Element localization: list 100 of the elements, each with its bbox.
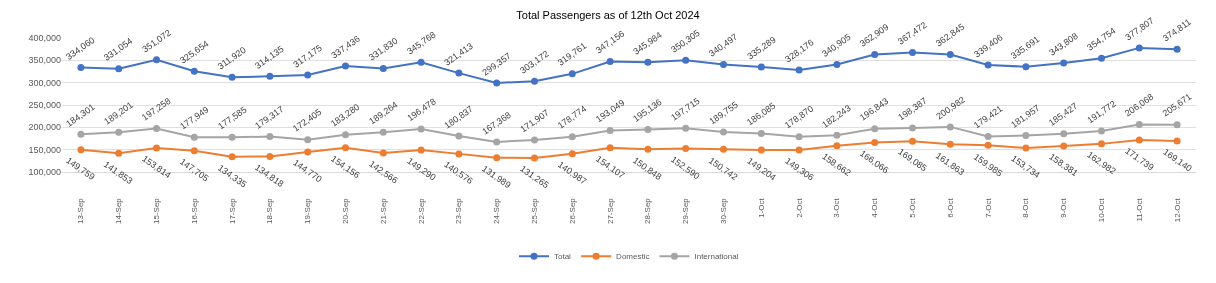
legend-label: Total	[554, 252, 572, 262]
point	[379, 64, 387, 72]
point	[266, 152, 274, 160]
point	[682, 145, 690, 153]
point	[77, 63, 85, 71]
point	[720, 61, 727, 69]
point	[984, 61, 992, 69]
point	[115, 128, 123, 136]
point	[795, 146, 803, 154]
point	[342, 62, 349, 70]
x-tick-label: 30-Sep	[719, 197, 729, 224]
x-tick-label: 23-Sep	[454, 197, 464, 224]
point	[946, 140, 954, 148]
point	[909, 49, 916, 57]
point	[1060, 130, 1068, 138]
x-tick-label: 27-Sep	[605, 197, 615, 224]
y-tick-label: 250,000	[28, 100, 61, 111]
point	[757, 146, 765, 154]
point	[1060, 142, 1068, 150]
point	[1173, 121, 1181, 129]
point	[304, 136, 312, 144]
point	[568, 133, 576, 141]
point	[153, 144, 160, 152]
point	[720, 145, 727, 153]
x-tick-label: 9-Oct	[1059, 197, 1069, 218]
point	[833, 142, 841, 150]
chart-title: Total Passengers as of 12th Oct 2024	[516, 9, 700, 22]
point	[304, 148, 312, 156]
point	[1022, 63, 1030, 71]
x-tick-label: 2-Oct	[794, 197, 804, 218]
x-tick-label: 19-Sep	[303, 197, 313, 224]
point	[568, 150, 576, 158]
point	[190, 133, 198, 141]
y-tick-label: 150,000	[28, 144, 61, 155]
point	[190, 147, 198, 155]
x-tick-label: 15-Sep	[152, 197, 162, 224]
point	[115, 65, 123, 73]
point	[833, 131, 841, 139]
point	[946, 51, 954, 59]
point	[606, 126, 614, 134]
point	[1173, 45, 1181, 53]
point	[266, 133, 274, 141]
x-tick-label: 6-Oct	[945, 197, 955, 218]
point	[568, 70, 576, 78]
point	[1135, 136, 1143, 144]
point	[455, 150, 463, 158]
point	[531, 154, 538, 162]
point	[1022, 144, 1030, 152]
point	[455, 132, 463, 140]
point	[417, 146, 425, 154]
x-tick-label: 17-Sep	[227, 197, 237, 224]
point	[153, 125, 160, 133]
legend-label: International	[694, 252, 739, 262]
point	[342, 131, 349, 139]
point	[871, 125, 879, 133]
point	[871, 51, 879, 59]
x-tick-label: 7-Oct	[983, 197, 993, 218]
x-tick-label: 5-Oct	[908, 197, 918, 218]
x-tick-label: 29-Sep	[681, 197, 691, 224]
x-tick-label: 1-Oct	[756, 197, 766, 218]
point	[644, 58, 652, 66]
point	[304, 71, 312, 79]
point	[1173, 137, 1181, 145]
point	[190, 67, 198, 75]
point	[909, 124, 916, 132]
y-tick-label: 300,000	[28, 77, 61, 88]
point	[984, 133, 992, 141]
point	[946, 123, 954, 131]
point	[871, 138, 879, 146]
point	[1098, 127, 1105, 135]
point	[266, 72, 274, 80]
point	[682, 124, 690, 132]
point	[644, 126, 652, 134]
x-tick-label: 22-Sep	[416, 197, 426, 224]
point	[531, 77, 538, 85]
x-tick-label: 10-Oct	[1097, 197, 1107, 223]
point	[795, 133, 803, 141]
point	[795, 66, 803, 74]
x-tick-label: 28-Sep	[643, 197, 653, 224]
x-tick-label: 4-Oct	[870, 197, 880, 218]
point	[379, 149, 387, 157]
point	[228, 133, 236, 141]
point	[493, 138, 501, 146]
point	[379, 128, 387, 136]
x-tick-label: 21-Sep	[378, 197, 388, 224]
point	[115, 149, 123, 157]
point	[606, 144, 614, 152]
x-tick-label: 26-Sep	[567, 197, 577, 224]
y-tick-label: 200,000	[28, 122, 61, 133]
point	[228, 153, 236, 161]
point	[682, 56, 690, 64]
point	[757, 63, 765, 71]
x-tick-label: 20-Sep	[341, 197, 351, 224]
legend-label: Domestic	[616, 252, 650, 262]
point	[493, 79, 501, 87]
point	[531, 136, 538, 144]
point	[909, 137, 916, 145]
x-tick-label: 16-Sep	[189, 197, 199, 224]
point	[77, 130, 85, 138]
point	[1022, 131, 1030, 139]
